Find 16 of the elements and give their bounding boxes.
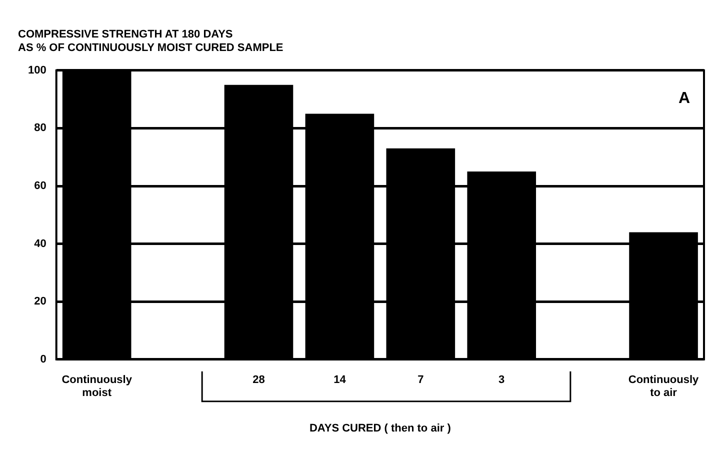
y-tick-label: 20 (34, 296, 46, 308)
y-tick-label: 100 (28, 64, 46, 76)
x-axis-title: DAYS CURED ( then to air ) (309, 422, 452, 434)
y-tick-label: 60 (34, 180, 46, 192)
y-tick-label: 0 (40, 353, 46, 366)
text: AS % OF CONTINUOUSLY MOIST CURED SAMPLE (18, 42, 284, 54)
x-tick-label: 28 (252, 374, 265, 386)
annotation: A (678, 90, 690, 107)
y-tick-label: 80 (34, 122, 46, 134)
x-tick-label: 7 (418, 374, 424, 386)
x-tick-label: 14 (334, 374, 347, 386)
y-tick-label: 40 (34, 238, 46, 250)
x-tick-label: Continuously moist (62, 374, 133, 400)
x-tick-label: Continuously to air (628, 374, 700, 400)
x-tick-label: 3 (498, 374, 505, 386)
text: COMPRESSIVE STRENGTH AT 180 DAYS (18, 28, 233, 41)
